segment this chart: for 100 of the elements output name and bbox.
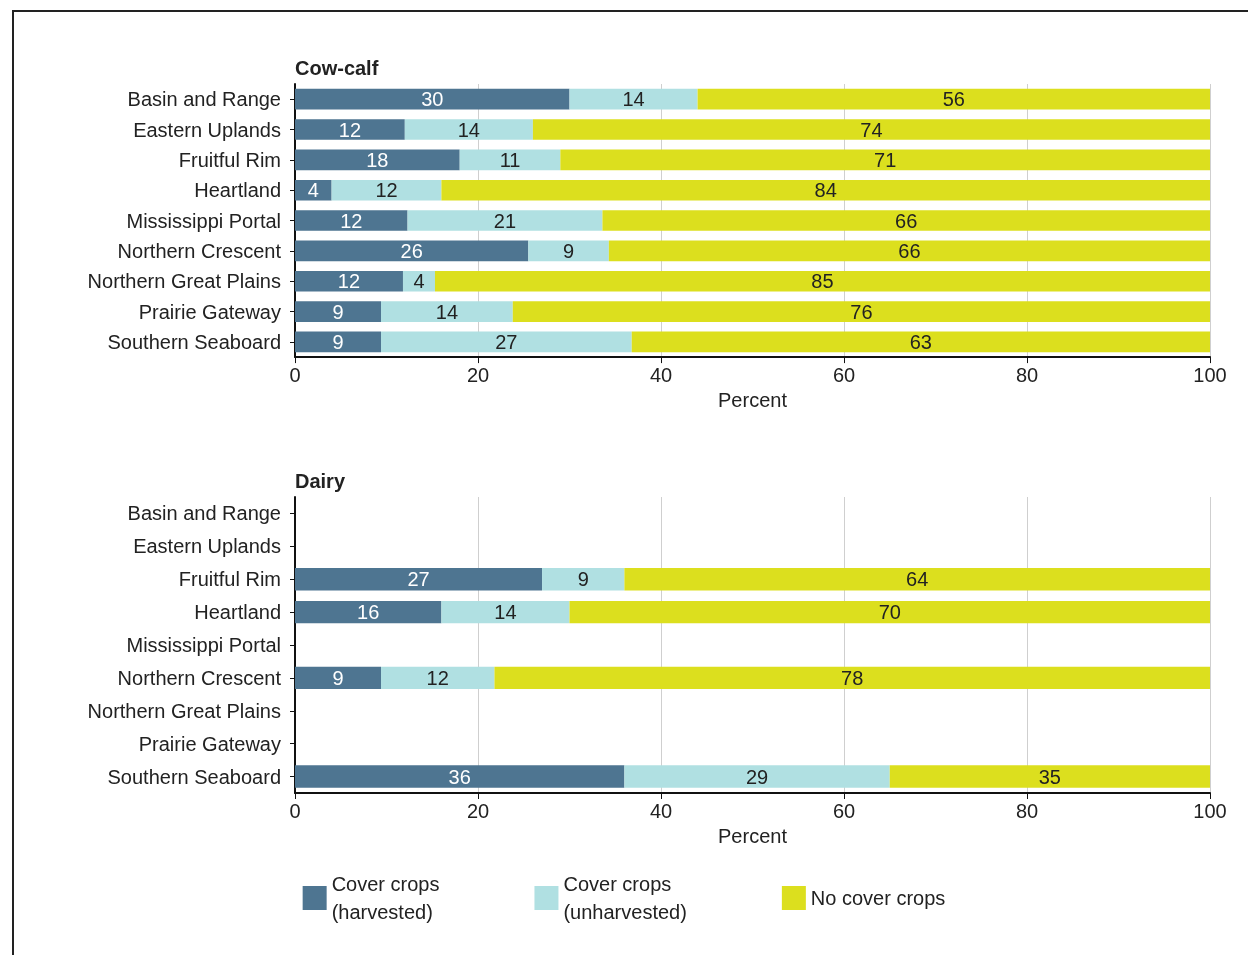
x-tick-label: 60 [832, 364, 856, 387]
data-label: 12 [337, 270, 361, 293]
bar [295, 600, 442, 624]
data-label: 14 [622, 88, 645, 111]
bar [407, 210, 603, 231]
bar [532, 119, 1210, 140]
data-label: 35 [1038, 765, 1061, 788]
data-label: 14 [457, 118, 480, 141]
bar [697, 88, 1210, 110]
legend-label: Cover crops (unharvested) [563, 873, 687, 923]
y-tick-label: Basin and Range [127, 88, 281, 111]
data-label: 29 [745, 765, 769, 788]
bar [631, 331, 1210, 353]
data-label: 74 [860, 118, 883, 141]
bar [404, 119, 533, 140]
x-tick-label: 100 [1193, 800, 1227, 822]
y-tick-label: Northern Crescent [117, 666, 282, 689]
y-tick-label: Heartland [194, 179, 281, 202]
data-label: 26 [400, 239, 423, 262]
data-label: 84 [814, 179, 837, 202]
data-label: 14 [494, 601, 517, 624]
bar [889, 765, 1210, 788]
data-label: 85 [811, 270, 834, 293]
y-tick-label: Northern Crescent [117, 239, 282, 262]
y-tick-label: Southern Seaboard [107, 330, 281, 353]
bar [295, 270, 403, 292]
data-label: 9 [332, 300, 344, 323]
bar [331, 179, 442, 201]
x-tick-label: 40 [649, 364, 673, 387]
bar [295, 179, 332, 201]
y-tick-label: Basin and Range [127, 502, 281, 525]
y-tick-label: Eastern Uplands [133, 118, 281, 141]
y-tick-label: Prairie Gateway [138, 732, 281, 755]
data-label: 66 [895, 209, 918, 232]
bar [560, 149, 1210, 171]
bar [441, 600, 570, 624]
data-label: 56 [942, 88, 965, 111]
bar [602, 210, 1210, 231]
x-tick-label: 100 [1193, 364, 1227, 387]
y-tick-label: Northern Great Plains [87, 699, 281, 722]
x-tick-label: 0 [289, 364, 301, 387]
x-tick-label: 40 [649, 800, 673, 822]
bar [295, 666, 382, 690]
x-axis-title: Percent [718, 824, 788, 847]
x-tick-label: 20 [466, 800, 490, 822]
bar [624, 568, 1210, 591]
y-tick-label: Northern Great Plains [87, 270, 281, 293]
chart-title: Cow-calf [295, 57, 379, 79]
y-tick-label: Mississippi Portal [126, 634, 281, 656]
x-tick-label: 20 [466, 364, 490, 387]
data-label: 12 [375, 179, 398, 202]
bar [381, 666, 495, 690]
bar [381, 331, 632, 353]
bar [608, 240, 1210, 262]
x-axis-title: Percent [718, 389, 788, 411]
data-label: 66 [898, 239, 921, 262]
data-label: 16 [357, 601, 380, 624]
data-label: 27 [407, 568, 430, 591]
bar [295, 301, 382, 322]
x-tick-label: 80 [1015, 364, 1039, 387]
bar [295, 119, 405, 140]
chart-title: Dairy [295, 470, 346, 492]
data-label: 78 [841, 666, 864, 689]
bar [295, 240, 529, 262]
data-label: 11 [499, 148, 521, 171]
bar [569, 88, 698, 110]
data-label: 12 [340, 209, 363, 232]
data-label: 12 [426, 666, 449, 689]
bar [624, 765, 890, 788]
data-label: 71 [874, 148, 897, 171]
bar [512, 301, 1210, 322]
data-label: 27 [495, 330, 518, 353]
bar [569, 600, 1210, 624]
data-label: 18 [366, 148, 389, 171]
data-label: 9 [563, 239, 575, 262]
data-label: 9 [332, 330, 344, 353]
data-label: 36 [448, 765, 471, 788]
y-tick-label: Eastern Uplands [133, 535, 281, 558]
y-tick-label: Fruitful Rim [178, 568, 281, 591]
bar [295, 88, 570, 110]
bar [295, 210, 408, 231]
bar [494, 666, 1210, 690]
data-label: 64 [906, 568, 929, 591]
bar [441, 179, 1210, 201]
x-tick-label: 0 [289, 800, 301, 822]
data-label: 12 [338, 118, 362, 141]
data-label: 4 [307, 179, 319, 202]
data-label: 70 [878, 601, 901, 624]
y-tick-label: Fruitful Rim [178, 148, 281, 171]
bar [295, 765, 625, 788]
y-tick-label: Prairie Gateway [138, 300, 281, 323]
y-tick-label: Mississippi Portal [126, 209, 281, 232]
x-tick-label: 60 [832, 800, 856, 822]
bar [459, 149, 561, 171]
data-label: 9 [332, 666, 344, 689]
bar [295, 568, 543, 591]
legend-label: No cover crops [810, 887, 946, 909]
bar [295, 331, 382, 353]
y-tick-label: Southern Seaboard [107, 765, 281, 788]
data-label: 30 [421, 88, 444, 111]
